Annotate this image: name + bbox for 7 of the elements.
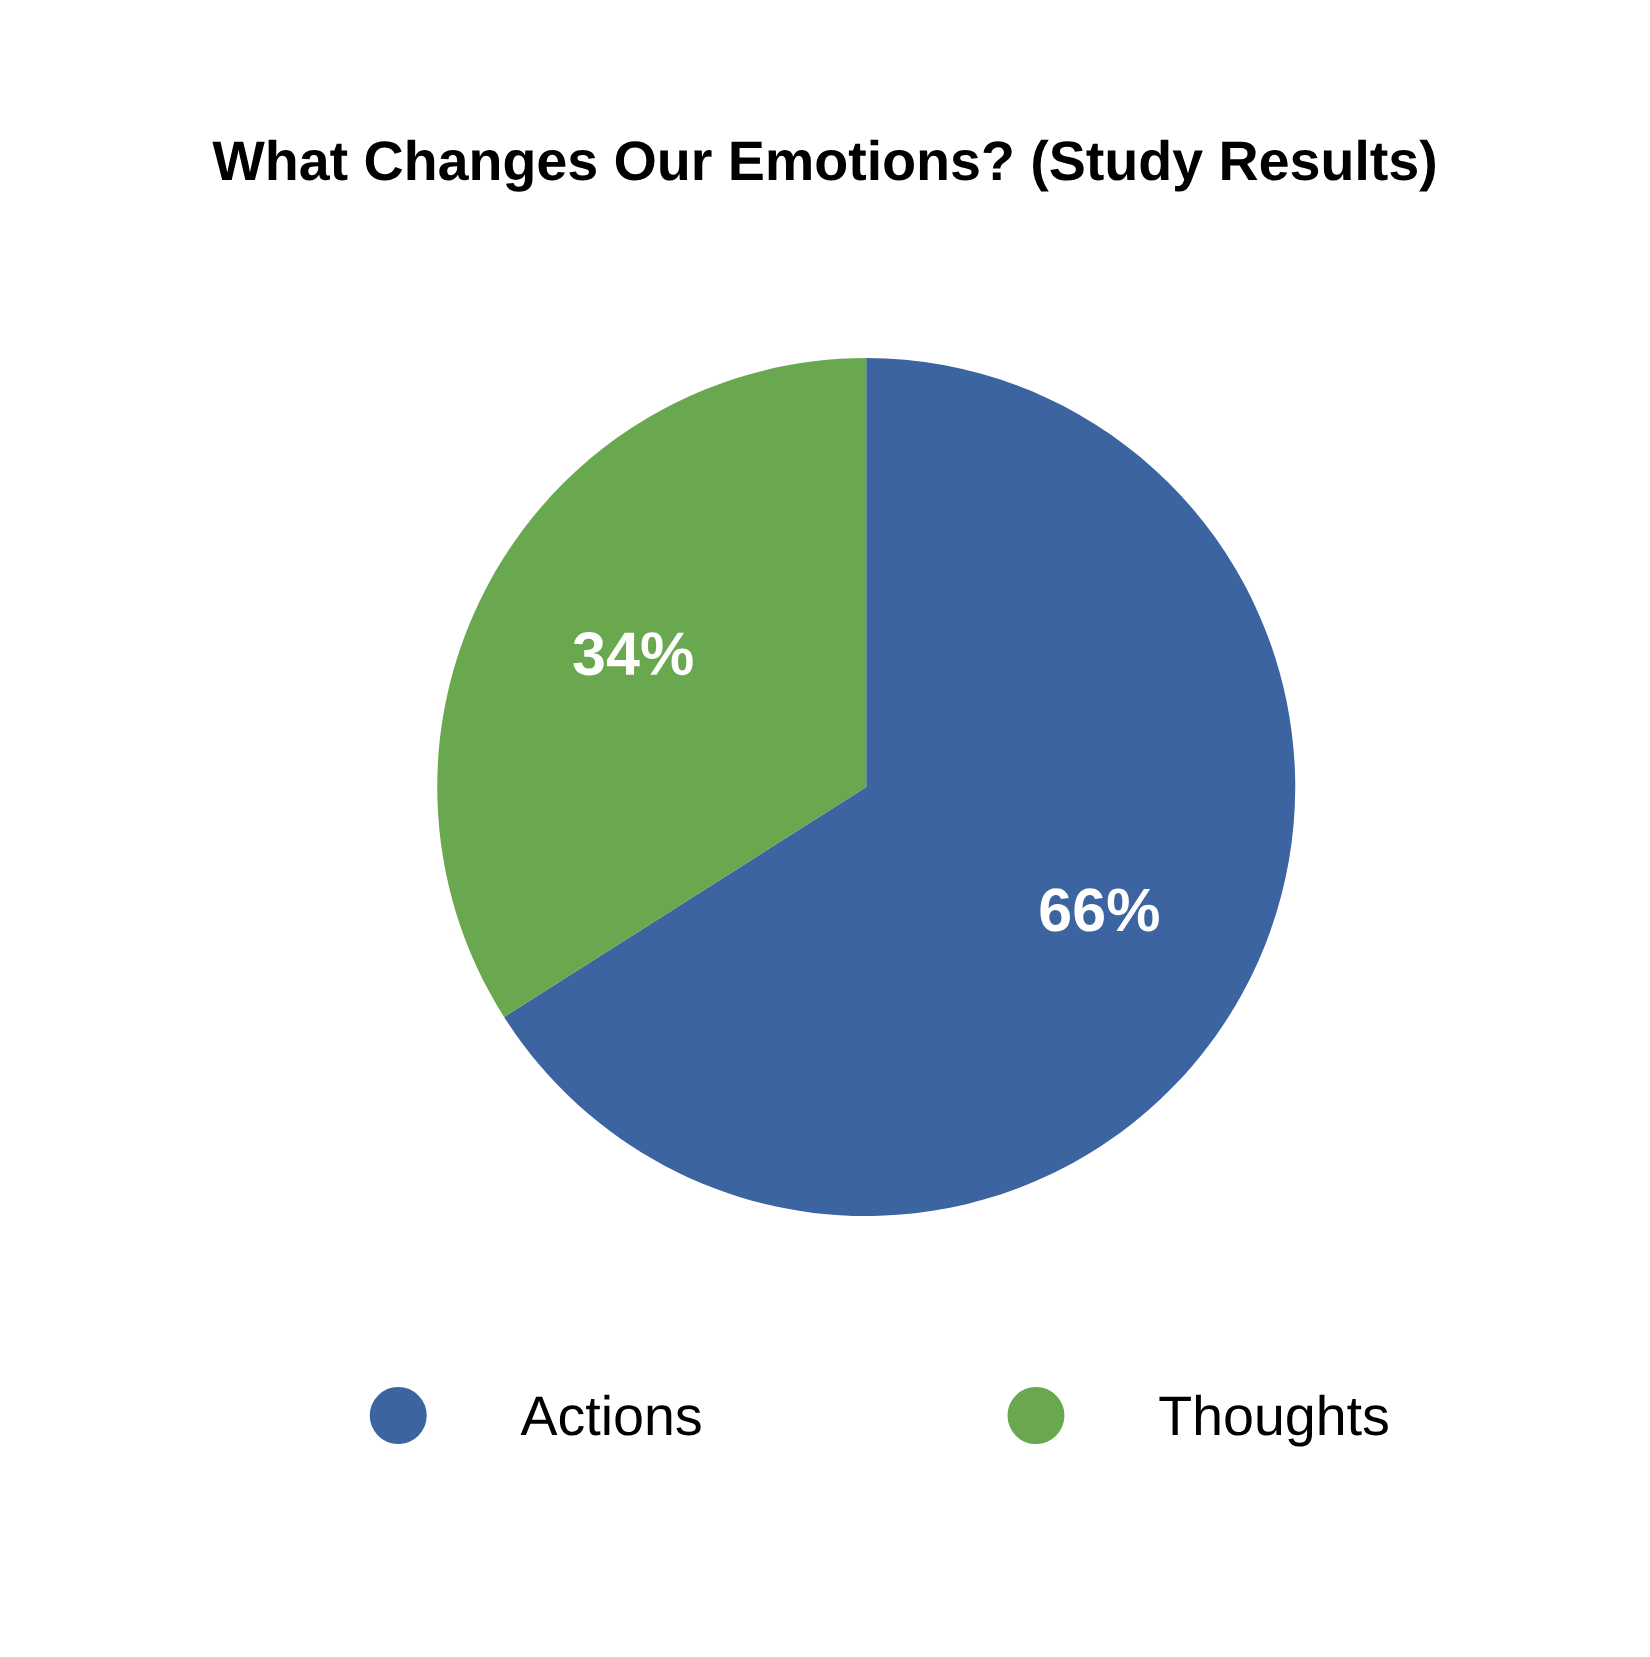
pie-slice — [437, 358, 867, 1017]
legend-label: Thoughts — [1159, 1394, 1388, 1447]
legend-label: Actions — [520, 1394, 701, 1436]
pie-slice — [504, 358, 1296, 1217]
data-label: 34% — [573, 632, 693, 676]
chart-title: What Changes Our Emotions? (Study Results) — [212, 139, 1435, 192]
data-label: 66% — [1040, 888, 1159, 932]
